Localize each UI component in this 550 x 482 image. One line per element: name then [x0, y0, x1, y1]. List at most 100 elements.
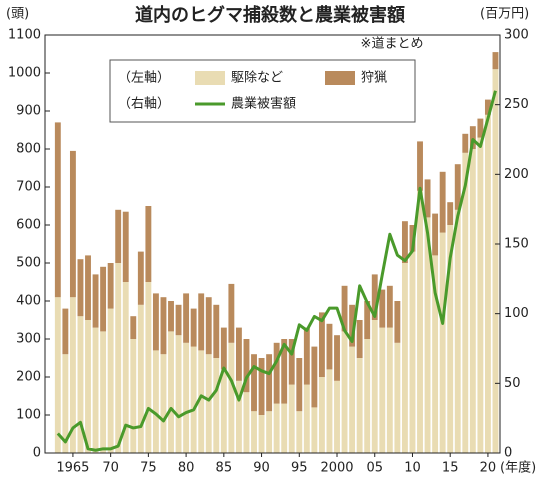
subtitle: ※道まとめ — [361, 37, 424, 52]
bar — [85, 255, 91, 320]
bar — [213, 358, 220, 453]
bar — [251, 354, 257, 412]
y-tick-label: 700 — [16, 180, 41, 195]
bar — [334, 335, 340, 381]
bar — [62, 308, 69, 355]
bar — [281, 339, 288, 404]
y2-tick-label: 150 — [504, 237, 529, 252]
y2-tick-label: 0 — [504, 446, 512, 461]
bar — [54, 297, 61, 453]
bar — [228, 342, 235, 453]
y-tick-label: 100 — [16, 408, 41, 423]
bar — [492, 69, 499, 453]
y2-unit: (百万円) — [480, 7, 529, 22]
bar — [417, 190, 423, 454]
bar — [288, 384, 295, 453]
bar — [439, 232, 446, 453]
x-tick-label: 75 — [140, 461, 157, 476]
bar — [303, 384, 310, 453]
y-tick-label: 300 — [16, 332, 41, 347]
bar — [341, 285, 348, 332]
legend-axis-label: （左軸） — [118, 71, 170, 86]
y-unit: (頭) — [6, 7, 29, 22]
plot — [54, 52, 499, 454]
bar — [296, 358, 303, 412]
bar — [145, 282, 152, 453]
bar — [115, 209, 122, 263]
y-tick-label: 400 — [16, 294, 41, 309]
y2-tick-label: 200 — [504, 167, 529, 182]
bar — [220, 327, 227, 370]
bar — [213, 304, 220, 358]
bar — [258, 415, 265, 453]
bar — [281, 403, 288, 453]
bar — [364, 301, 371, 339]
bar — [198, 293, 205, 351]
bar — [379, 289, 386, 328]
y2-tick-label: 100 — [504, 306, 529, 321]
bar — [349, 346, 356, 453]
bar — [92, 274, 99, 328]
bar — [469, 126, 476, 149]
bar — [401, 263, 408, 453]
bar — [454, 164, 461, 210]
bar — [386, 327, 393, 453]
bar — [251, 411, 257, 453]
bar — [454, 209, 461, 453]
bar — [311, 346, 318, 408]
bar — [447, 225, 454, 453]
x-tick-label: 20 — [480, 461, 497, 476]
bar — [235, 327, 242, 381]
bar — [77, 316, 84, 453]
bar — [77, 259, 84, 317]
bar — [394, 301, 401, 343]
bar — [175, 335, 182, 453]
x-tick-label: 10 — [404, 461, 421, 476]
legend-label: 狩猟 — [361, 71, 387, 86]
bar — [235, 380, 242, 453]
bar — [145, 206, 152, 282]
bar — [424, 179, 431, 218]
bar — [130, 339, 137, 453]
bar — [205, 297, 212, 355]
bar — [341, 331, 348, 453]
bar — [137, 251, 144, 305]
legend-box — [109, 59, 416, 123]
bar — [122, 282, 129, 453]
bar — [424, 217, 431, 453]
bar — [100, 266, 107, 332]
x-tick-label: 70 — [102, 461, 119, 476]
bar — [432, 255, 439, 453]
bar — [130, 316, 137, 339]
bar — [258, 358, 265, 415]
y2-tick-label: 250 — [504, 97, 529, 112]
y2-tick-label: 300 — [504, 28, 529, 43]
bar — [183, 342, 190, 453]
bar — [462, 152, 469, 454]
legend-swatch — [325, 71, 355, 85]
bar — [190, 346, 197, 453]
bar — [439, 171, 446, 233]
bar — [409, 251, 416, 453]
bar — [318, 312, 325, 377]
bar — [303, 327, 310, 385]
bar — [401, 221, 408, 263]
y-tick-label: 1100 — [8, 28, 41, 43]
bar — [183, 293, 190, 343]
x-tick-label: 1965 — [56, 461, 89, 476]
chart-title: 道内のヒグマ捕殺数と農業被害額 — [135, 4, 405, 26]
bar — [273, 403, 280, 453]
bar — [477, 118, 484, 138]
bar — [364, 339, 371, 453]
bar — [85, 320, 91, 453]
legend-label: 駆除など — [231, 71, 283, 86]
bar — [152, 350, 159, 453]
bar — [273, 342, 280, 404]
bar — [296, 411, 303, 453]
bar — [394, 342, 401, 453]
x-tick-label: 05 — [366, 461, 383, 476]
bar — [432, 213, 439, 256]
bar — [326, 323, 333, 370]
bar — [477, 137, 484, 453]
